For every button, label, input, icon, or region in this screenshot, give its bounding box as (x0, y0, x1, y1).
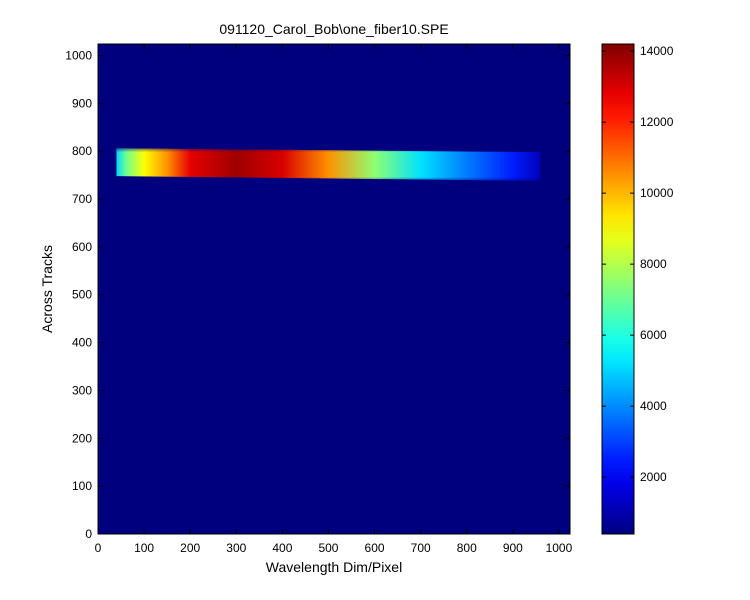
y-axis-label: Across Tracks (39, 245, 55, 333)
colorbar: 2000 4000 6000 8000 10000 12000 14000 (601, 43, 674, 535)
y-tick-label: 900 (72, 96, 92, 110)
colorbar-tick-label: 4000 (640, 399, 667, 413)
fiber-band (116, 148, 541, 181)
y-tick-label: 100 (72, 479, 92, 493)
colorbar-gradient (602, 44, 634, 534)
colorbar-tick-label: 6000 (640, 328, 667, 342)
colorbar-frame (601, 43, 635, 535)
x-tick-label: 800 (457, 541, 477, 555)
x-tick-label: 1000 (546, 541, 573, 555)
heatmap-plot-area (97, 43, 571, 535)
x-tick-label: 600 (365, 541, 385, 555)
colorbar-tick-label: 14000 (640, 44, 674, 58)
heatmap-background (98, 44, 570, 534)
x-tick-label: 700 (411, 541, 431, 555)
colorbar-tick-label: 2000 (640, 470, 667, 484)
x-tick-label: 200 (180, 541, 200, 555)
y-tick-label: 700 (72, 192, 92, 206)
x-tick-label: 500 (318, 541, 338, 555)
y-tick-label: 300 (72, 383, 92, 397)
fiber-band-edge (116, 148, 541, 181)
y-tick-label: 400 (72, 336, 92, 350)
x-tick-label: 0 (95, 541, 102, 555)
plot-frame (97, 43, 571, 535)
colorbar-tick-label: 10000 (640, 186, 674, 200)
colorbar-tick-label: 8000 (640, 257, 667, 271)
y-tick-label: 0 (85, 527, 92, 541)
colorbar-ticks: 2000 4000 6000 8000 10000 12000 14000 (602, 44, 674, 484)
y-tick-label: 800 (72, 144, 92, 158)
colorbar-tick-label: 12000 (640, 115, 674, 129)
x-axis-ticks: 0 100 200 300 400 500 600 700 800 900 1000 (95, 44, 573, 555)
x-tick-label: 100 (134, 541, 154, 555)
x-tick-label: 400 (272, 541, 292, 555)
x-tick-label: 300 (226, 541, 246, 555)
y-tick-label: 1000 (65, 48, 92, 62)
y-tick-label: 200 (72, 431, 92, 445)
y-tick-label: 600 (72, 240, 92, 254)
y-tick-label: 500 (72, 288, 92, 302)
x-tick-label: 900 (503, 541, 523, 555)
chart-title: 091120_Carol_Bob\one_fiber10.SPE (219, 21, 448, 37)
y-axis-ticks: 0 100 200 300 400 500 600 700 800 900 1000 (65, 48, 570, 541)
x-axis-label: Wavelength Dim/Pixel (266, 559, 402, 575)
